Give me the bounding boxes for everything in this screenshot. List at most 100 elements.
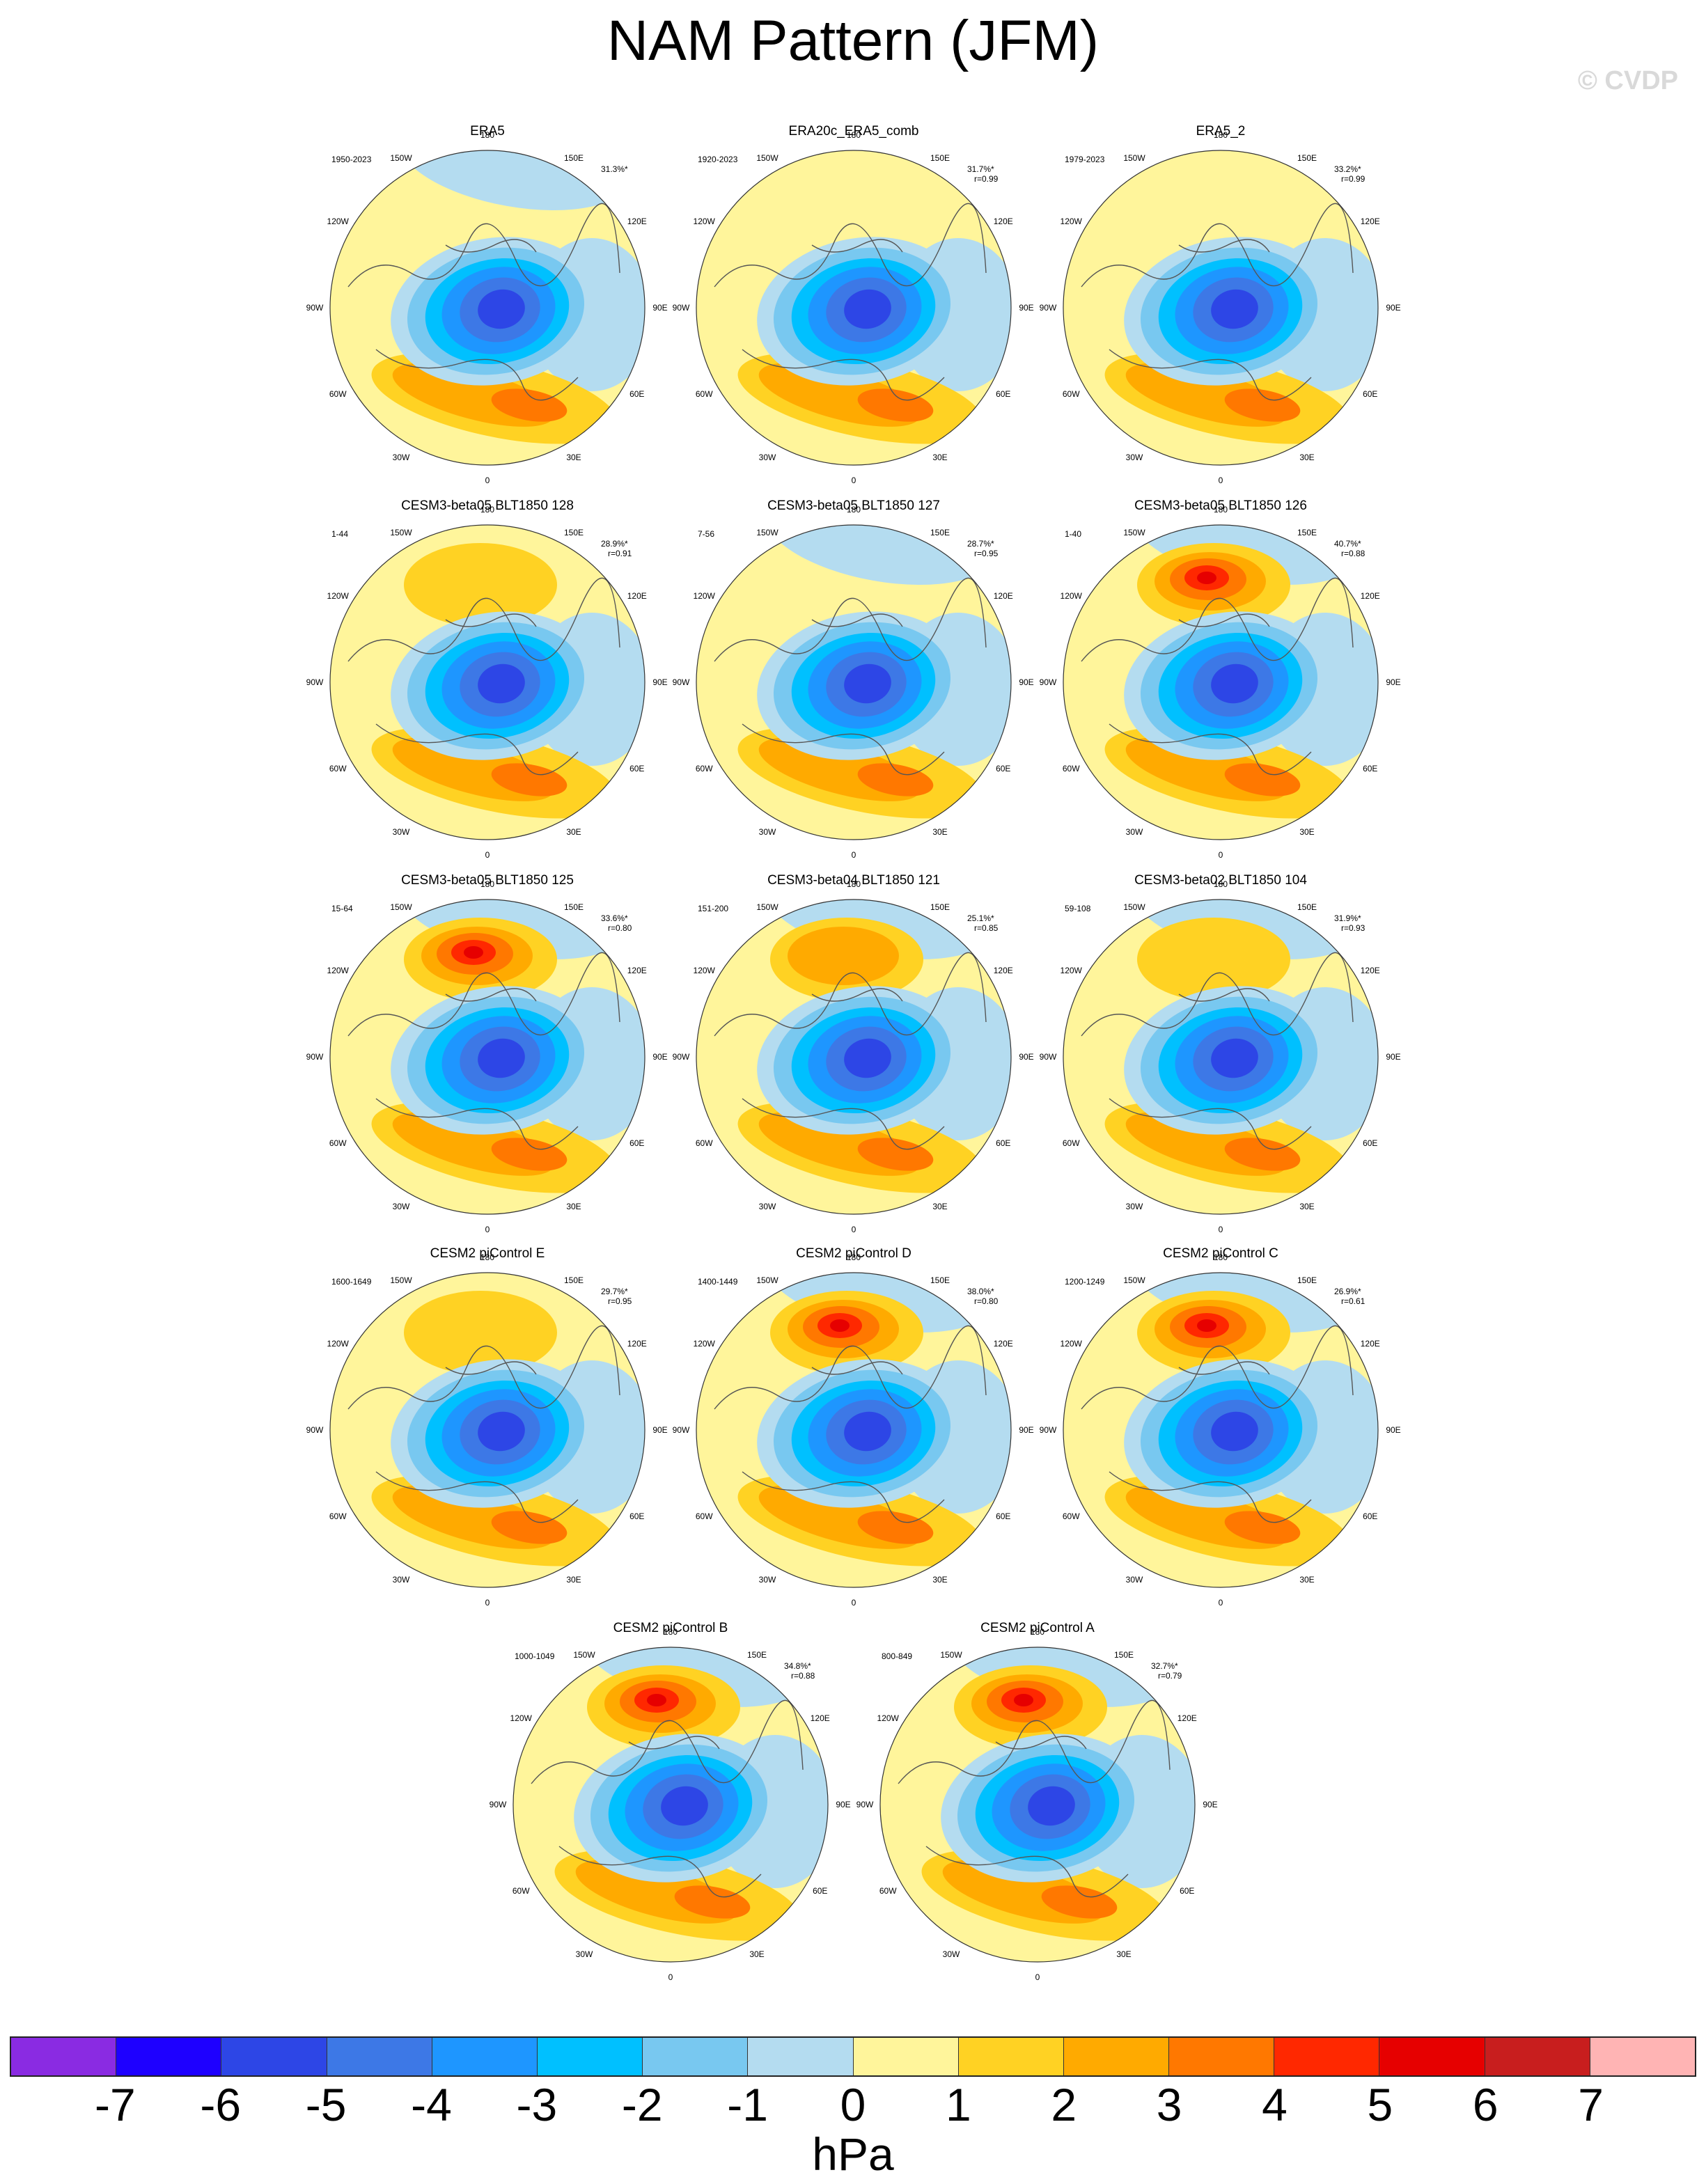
colorbar-segment <box>853 2038 959 2075</box>
panel-years: 1600-1649 <box>331 1277 372 1287</box>
longitude-label: 150W <box>1123 902 1145 913</box>
longitude-label: 150W <box>756 528 778 538</box>
longitude-label: 90E <box>652 303 668 313</box>
longitude-label: 90W <box>1039 1052 1057 1062</box>
field-blob <box>1224 763 1301 796</box>
panel-variance-pct: 31.3%* <box>601 164 628 174</box>
panel-correlation: r=0.93 <box>1341 923 1365 933</box>
longitude-label: 90W <box>489 1800 507 1809</box>
longitude-label: 120E <box>1360 591 1380 601</box>
colorbar <box>10 2036 1696 2077</box>
longitude-label: 150E <box>930 153 950 164</box>
longitude-label: 180 <box>846 879 861 889</box>
longitude-label: 60W <box>1062 1511 1080 1521</box>
longitude-label: 60W <box>329 1138 347 1148</box>
longitude-label: 30E <box>566 452 581 462</box>
panel-title: ERA20c_ERA5_comb <box>788 124 919 139</box>
coastline <box>1081 577 1354 776</box>
panel-variance-pct: 40.7%* <box>1334 539 1361 549</box>
colorbar-tick-label: 6 <box>1472 2079 1498 2130</box>
polar-map <box>1063 524 1379 840</box>
map-panel: CESM2 piControl C 1200-1249 26.9%* r=0.61 18… <box>1040 1241 1402 1608</box>
panel-correlation: r=0.99 <box>974 174 999 184</box>
longitude-label: 0 <box>851 1598 856 1608</box>
longitude-label: 30W <box>392 1574 410 1585</box>
longitude-label: 60W <box>695 764 713 773</box>
panel-years: 1950-2023 <box>331 155 372 164</box>
colorbar-tick-label: -6 <box>200 2079 242 2130</box>
longitude-label: 180 <box>1213 879 1228 889</box>
longitude-label: 120E <box>810 1713 830 1723</box>
longitude-label: 120E <box>1177 1713 1197 1723</box>
colorbar-segment <box>327 2038 432 2075</box>
longitude-label: 90W <box>672 1425 690 1435</box>
longitude-label: 60E <box>629 1511 645 1521</box>
longitude-label: 120E <box>627 1339 647 1349</box>
longitude-label: 60E <box>996 1511 1011 1521</box>
longitude-label: 120W <box>1060 1339 1082 1349</box>
longitude-label: 150E <box>1297 528 1317 538</box>
longitude-label: 150W <box>573 1650 595 1660</box>
longitude-label: 0 <box>1218 850 1223 860</box>
field-blob <box>1211 289 1258 329</box>
map-panel: CESM3-beta04 BLT1850 121 151-200 25.1%* r=0… <box>673 867 1035 1234</box>
longitude-label: 30E <box>566 826 581 837</box>
colorbar-tick-label: 3 <box>1156 2079 1182 2130</box>
field-blob <box>844 1411 891 1452</box>
longitude-label: 150E <box>1297 153 1317 164</box>
longitude-label: 30W <box>758 1574 776 1585</box>
longitude-label: 90E <box>1386 1052 1401 1062</box>
field-blob <box>1014 1694 1033 1706</box>
longitude-label: 30W <box>1125 452 1143 462</box>
longitude-label: 60E <box>996 764 1011 773</box>
longitude-label: 30E <box>1299 452 1315 462</box>
field-blob <box>647 1694 666 1706</box>
longitude-label: 90W <box>1039 677 1057 687</box>
field-blob <box>857 388 934 422</box>
longitude-label: 120E <box>627 966 647 975</box>
longitude-label: 30W <box>758 826 776 837</box>
panel-years: 1-44 <box>331 529 349 539</box>
panel-variance-pct: 29.7%* <box>601 1287 628 1296</box>
field-blob <box>788 927 899 985</box>
longitude-label: 90W <box>306 1052 324 1062</box>
colorbar-segment <box>537 2038 643 2075</box>
longitude-label: 90E <box>1019 303 1034 313</box>
longitude-label: 0 <box>1218 1598 1223 1608</box>
longitude-label: 90E <box>1019 1425 1034 1435</box>
panel-correlation: r=0.79 <box>1158 1671 1182 1681</box>
longitude-label: 120E <box>1360 1339 1380 1349</box>
panel-title: CESM3-beta05 BLT1850 128 <box>401 498 574 513</box>
colorbar-segment <box>116 2038 222 2075</box>
longitude-label: 150W <box>390 1275 412 1286</box>
map-border <box>696 524 1012 840</box>
map-border <box>696 150 1012 466</box>
longitude-label: 60W <box>1062 1138 1080 1148</box>
field-blob <box>478 1038 525 1078</box>
coastline <box>531 1699 804 1898</box>
field-blob <box>857 1511 934 1544</box>
longitude-label: 0 <box>851 850 856 860</box>
panel-title: CESM3-beta04 BLT1850 121 <box>767 873 940 888</box>
coastline <box>714 203 987 401</box>
panel-variance-pct: 26.9%* <box>1334 1287 1361 1296</box>
longitude-label: 90E <box>1019 1052 1034 1062</box>
colorbar-tick-label: -5 <box>305 2079 347 2130</box>
longitude-label: 120W <box>693 1339 715 1349</box>
panel-correlation: r=0.80 <box>974 1296 999 1306</box>
map-border <box>329 524 645 840</box>
field-blob <box>404 543 557 627</box>
longitude-label: 180 <box>846 505 861 514</box>
field-blob <box>1041 1885 1118 1919</box>
panel-variance-pct: 28.9%* <box>601 539 628 549</box>
colorbar-segment <box>221 2038 327 2075</box>
panel-years: 151-200 <box>698 904 729 913</box>
colorbar-segment <box>643 2038 749 2075</box>
colorbar-tick-label: -2 <box>621 2079 663 2130</box>
longitude-label: 180 <box>480 1252 495 1262</box>
colorbar-segment <box>1169 2038 1275 2075</box>
longitude-label: 120W <box>327 1339 349 1349</box>
longitude-label: 120E <box>1360 966 1380 975</box>
colorbar-tick-label: -1 <box>727 2079 768 2130</box>
panel-years: 1200-1249 <box>1065 1277 1105 1287</box>
